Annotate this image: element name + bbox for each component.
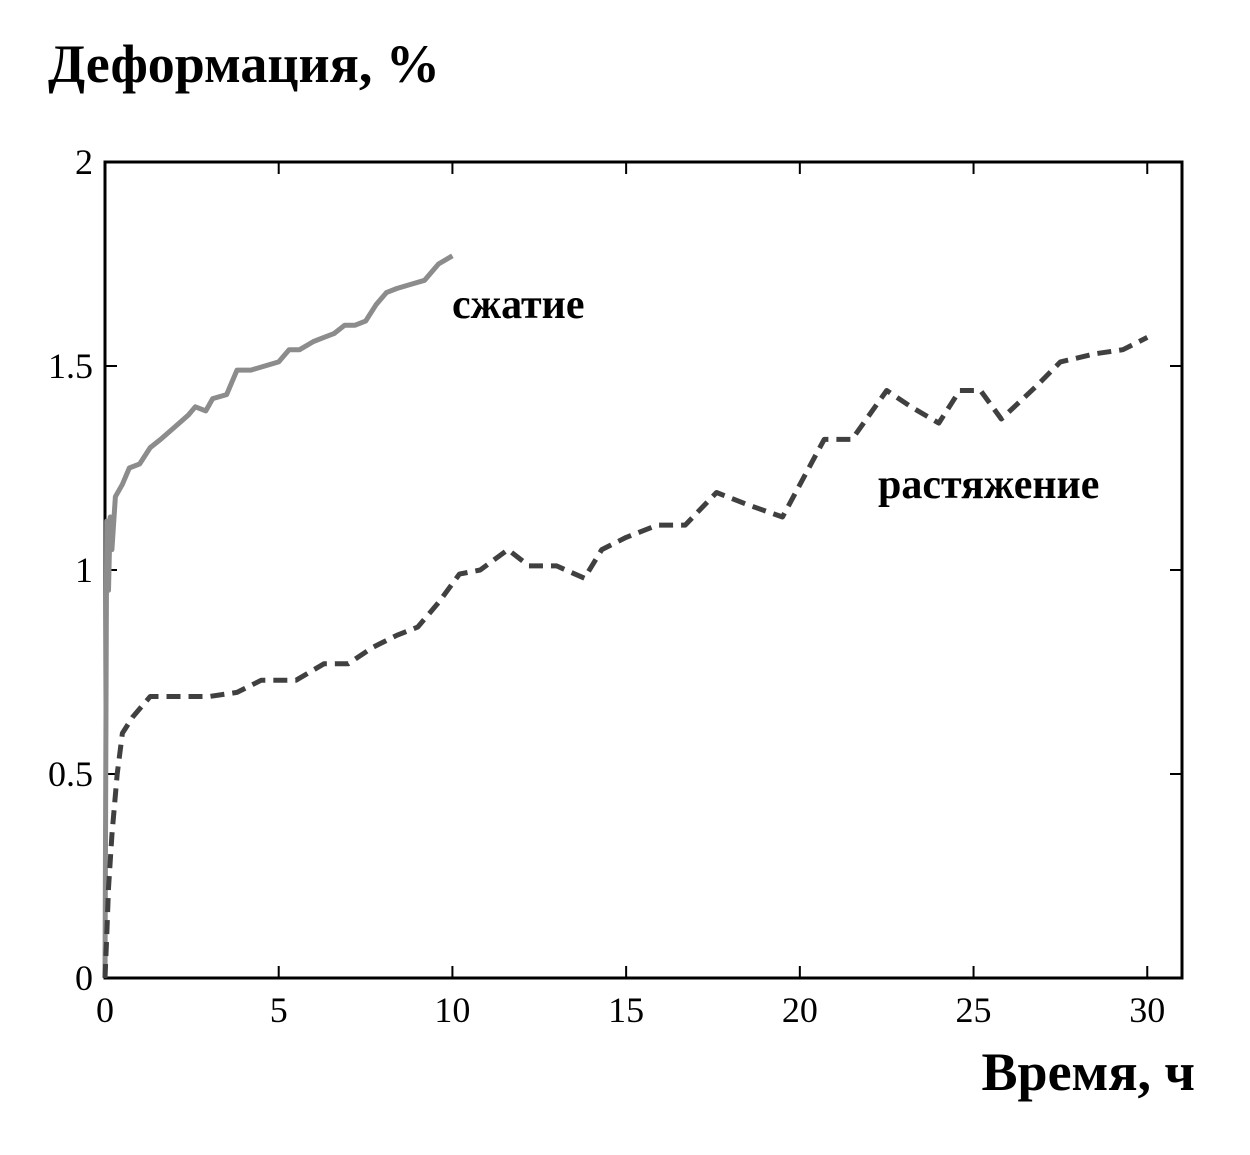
y-axis-title: Деформация, % [48,34,440,94]
x-tick-label: 0 [96,990,114,1030]
y-tick-label: 0.5 [48,754,93,794]
x-tick-label: 15 [608,990,644,1030]
series-line-compression [102,253,454,979]
x-tick-label: 30 [1129,990,1165,1030]
y-tick-label: 1.5 [48,346,93,386]
x-tick-label: 25 [956,990,992,1030]
axis-ticks [104,161,1182,979]
series-label-tension: растяжение [878,462,1099,508]
x-tick-label: 5 [270,990,288,1030]
series-label-compression: сжатие [452,282,584,328]
y-tick-label: 2 [75,142,93,182]
x-tick-label: 10 [434,990,470,1030]
series-lines [102,253,1149,979]
x-axis-title: Время, ч [982,1042,1195,1102]
axis-tick-labels: 0 5 10 15 20 25 30 0 0.5 1 1.5 2 [48,142,1165,1030]
plot-frame [103,160,1184,980]
series-line-tension [102,335,1149,979]
y-tick-label: 1 [75,550,93,590]
x-tick-label: 20 [782,990,818,1030]
y-tick-label: 0 [75,958,93,998]
